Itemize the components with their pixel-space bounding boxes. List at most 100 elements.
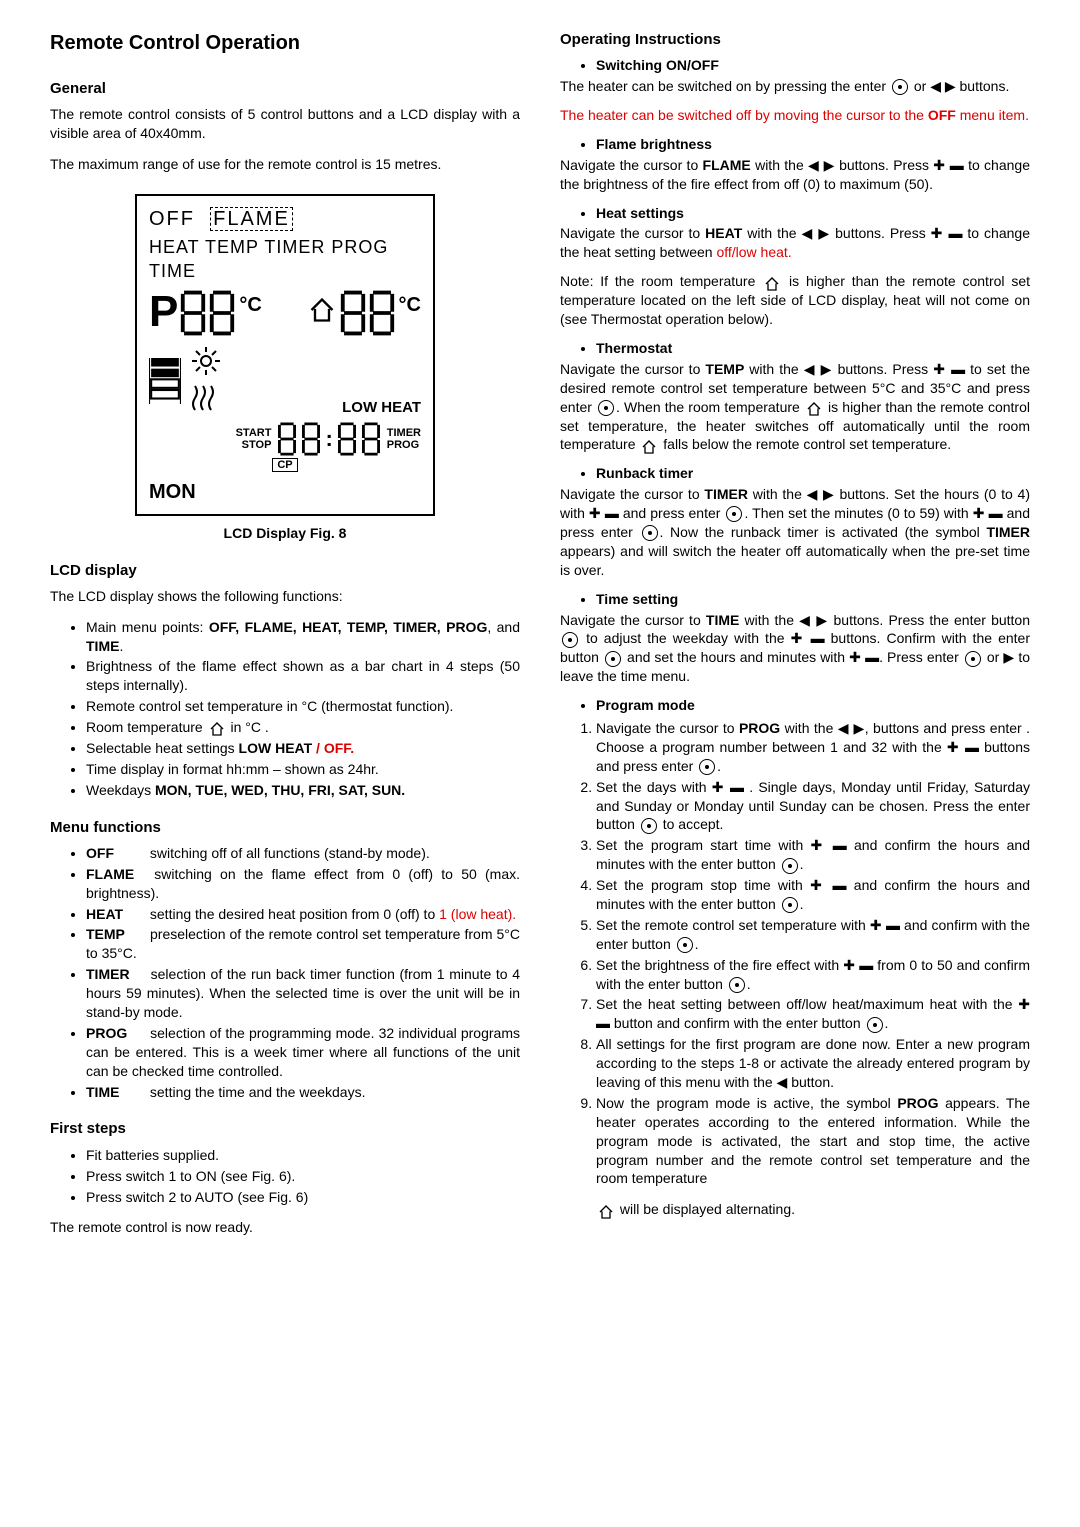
list-item: All settings for the first program are d… [596, 1035, 1030, 1092]
txt: will be displayed alternating. [616, 1201, 795, 1217]
txt: or ◀ ▶ buttons. [910, 78, 1009, 94]
thermo-h: Thermostat [596, 339, 1030, 358]
txt: The heater can be switched on by pressin… [560, 78, 890, 94]
time-colon: : [325, 424, 332, 454]
txt: with the ◀ ▶ buttons. Press the enter bu… [739, 612, 1030, 628]
seg-digit [277, 422, 297, 456]
house-icon [209, 721, 225, 735]
txt: TEMP [705, 361, 744, 377]
heat-note: Note: If the room temperature is higher … [560, 272, 1030, 329]
enter-icon [729, 977, 745, 993]
first-steps-list: Fit batteries supplied.Press switch 1 to… [50, 1146, 520, 1207]
bars-icon [149, 358, 181, 402]
txt: menu item. [956, 107, 1029, 123]
list-item: Main menu points: OFF, FLAME, HEAT, TEMP… [86, 618, 520, 656]
enter-icon [699, 759, 715, 775]
list-item: OFF switching off of all functions (stan… [86, 844, 520, 863]
seg-p-letter: P [149, 290, 178, 334]
txt: OFF [928, 107, 956, 123]
list-item: TIMER selection of the run back timer fu… [86, 965, 520, 1022]
txt: Navigate the cursor to [560, 361, 705, 377]
seg-digit [301, 422, 321, 456]
seg-88-right [340, 290, 395, 336]
txt: off/low heat. [716, 244, 791, 260]
prog-after: will be displayed alternating. [560, 1200, 1030, 1219]
menu-functions-heading: Menu functions [50, 818, 520, 838]
txt: HEAT [705, 225, 742, 241]
enter-icon [726, 506, 742, 522]
lcd-off: OFF [149, 208, 195, 230]
list-item: Weekdays MON, TUE, WED, THU, FRI, SAT, S… [86, 781, 520, 800]
house-icon [764, 276, 780, 290]
list-item: PROG selection of the programming mode. … [86, 1024, 520, 1081]
seg-digit [337, 422, 357, 456]
list-item: Fit batteries supplied. [86, 1146, 520, 1165]
txt: Navigate the cursor to [560, 612, 706, 628]
list-item: HEAT setting the desired heat position f… [86, 905, 520, 924]
txt: The heater can be switched off by moving… [560, 107, 928, 123]
enter-icon [782, 858, 798, 874]
lbl-stop: STOP [236, 439, 272, 451]
time-labels-left: START STOP [236, 427, 272, 451]
lbl-prog: PROG [387, 439, 421, 451]
lcd-flame: FLAME [210, 207, 293, 231]
list-item: FLAME switching on the flame effect from… [86, 865, 520, 903]
heat-h: Heat settings [596, 204, 1030, 223]
degc-right: °C [399, 292, 421, 319]
lcd-seg-row: P °C °C [149, 290, 421, 336]
flame-h: Flame brightness [596, 135, 1030, 154]
list-item: Brightness of the flame effect shown as … [86, 657, 520, 695]
prog-head: Program mode [560, 696, 1030, 715]
txt: Note: If the room temperature [560, 273, 762, 289]
list-item: Set the program start time with ✚ ▬ and … [596, 836, 1030, 874]
timeset-p: Navigate the cursor to TIME with the ◀ ▶… [560, 611, 1030, 687]
txt: Navigate the cursor to [560, 157, 703, 173]
lcd-lowheat: LOW HEAT [149, 398, 421, 418]
page-title: Remote Control Operation [50, 30, 520, 57]
list-item: Set the days with ✚ ▬ . Single days, Mon… [596, 778, 1030, 835]
enter-icon [605, 651, 621, 667]
lcd-caption: LCD Display Fig. 8 [50, 524, 520, 543]
runback-head: Runback timer [560, 464, 1030, 483]
txt: TIMER [704, 486, 748, 502]
txt: Navigate the cursor to [560, 486, 704, 502]
timeset-head: Time setting [560, 590, 1030, 609]
sun-waves-col [191, 346, 221, 414]
house-icon [598, 1204, 614, 1218]
prog-h: Program mode [596, 696, 1030, 715]
time-labels-right: TIMER PROG [387, 427, 421, 451]
txt: TIME [706, 612, 739, 628]
list-item: Selectable heat settings LOW HEAT / OFF. [86, 739, 520, 758]
runback-h: Runback timer [596, 464, 1030, 483]
lbl-timer: TIMER [387, 427, 421, 439]
enter-icon [677, 937, 693, 953]
list-item: Time display in format hh:mm – shown as … [86, 760, 520, 779]
prog-list: Navigate the cursor to PROG with the ◀ ▶… [560, 719, 1030, 1188]
seg-digit [340, 290, 366, 336]
sun-icon [191, 346, 221, 376]
enter-icon [598, 400, 614, 416]
lcd-panel: OFF FLAME HEAT TEMP TIMER PROG TIME P °C [135, 194, 435, 516]
lcd-intro: The LCD display shows the following func… [50, 587, 520, 606]
list-item: TEMP preselection of the remote control … [86, 925, 520, 963]
seg-left: P °C [149, 290, 262, 336]
list-item: Set the heat setting between off/low hea… [596, 995, 1030, 1033]
enter-icon [867, 1017, 883, 1033]
degc-left: °C [239, 292, 261, 319]
lcd-time-row: START STOP : TIMER PROG [149, 422, 421, 456]
seg-digit [361, 422, 381, 456]
first-steps-heading: First steps [50, 1119, 520, 1139]
general-heading: General [50, 79, 520, 99]
txt: Navigate the cursor to [560, 225, 705, 241]
heat-head: Heat settings [560, 204, 1030, 223]
list-item: Press switch 2 to AUTO (see Fig. 6) [86, 1188, 520, 1207]
txt: falls below the remote control set tempe… [659, 436, 951, 452]
general-p2: The maximum range of use for the remote … [50, 155, 520, 174]
enter-icon [642, 525, 658, 541]
timeset-h: Time setting [596, 590, 1030, 609]
list-item: TIME setting the time and the weekdays. [86, 1083, 520, 1102]
house-icon [641, 439, 657, 453]
waves-icon [191, 384, 215, 414]
lbl-start: START [236, 427, 272, 439]
list-item: Remote control set temperature in °C (th… [86, 697, 520, 716]
